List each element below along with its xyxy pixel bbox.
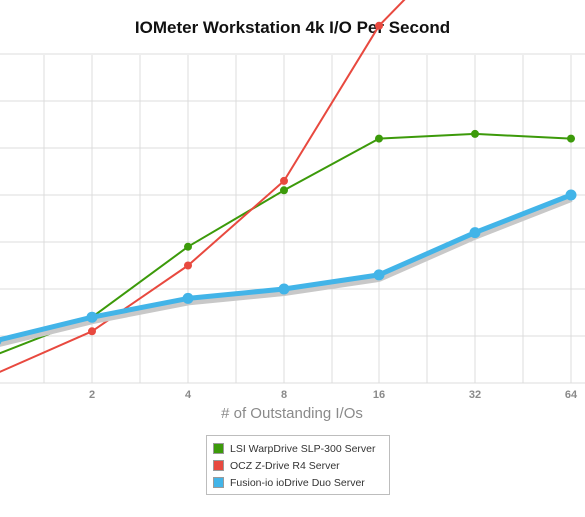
legend-item-lsi: LSI WarpDrive SLP-300 Server (213, 440, 383, 457)
x-tick-labels: 2 4 8 16 32 64 (89, 389, 578, 401)
legend-label-lsi: LSI WarpDrive SLP-300 Server (230, 442, 376, 455)
grid-layer (0, 53, 585, 384)
x-tick-label: 16 (373, 389, 385, 401)
x-tick-label: 32 (469, 389, 481, 401)
data-point (373, 269, 385, 281)
data-point (182, 292, 194, 304)
series-1 (0, 0, 406, 373)
data-point (469, 227, 481, 239)
series-layer (0, 0, 577, 373)
data-point (471, 129, 479, 138)
legend-swatch-fusion (213, 477, 224, 488)
legend-label-fusion: Fusion-io ioDrive Duo Server (230, 476, 365, 489)
data-point (184, 261, 192, 270)
data-point (0, 336, 2, 345)
legend-item-ocz: OCZ Z-Drive R4 Server (213, 457, 383, 474)
data-point (280, 186, 288, 195)
data-point (565, 189, 577, 201)
x-tick-label: 4 (185, 389, 192, 401)
data-point (278, 283, 290, 295)
x-axis-label: # of Outstanding I/Os (221, 405, 363, 422)
data-point (375, 134, 383, 143)
legend-swatch-ocz (213, 460, 224, 471)
data-point (375, 21, 383, 30)
x-tick-label: 8 (281, 389, 287, 401)
data-point (184, 242, 192, 251)
legend: LSI WarpDrive SLP-300 Server OCZ Z-Drive… (206, 435, 390, 495)
legend-item-fusion: Fusion-io ioDrive Duo Server (213, 474, 383, 491)
series-2 (0, 189, 577, 347)
data-point (567, 134, 575, 143)
legend-swatch-lsi (213, 443, 224, 454)
series-line (0, 192, 572, 343)
x-tick-label: 2 (89, 389, 95, 401)
data-point (86, 311, 98, 323)
x-tick-label: 64 (565, 389, 578, 401)
chart-title: IOMeter Workstation 4k I/O Per Second (134, 18, 451, 37)
legend-label-ocz: OCZ Z-Drive R4 Server (230, 459, 340, 472)
data-point (88, 327, 96, 336)
data-point (280, 176, 288, 185)
series-line-shadow (0, 194, 573, 347)
